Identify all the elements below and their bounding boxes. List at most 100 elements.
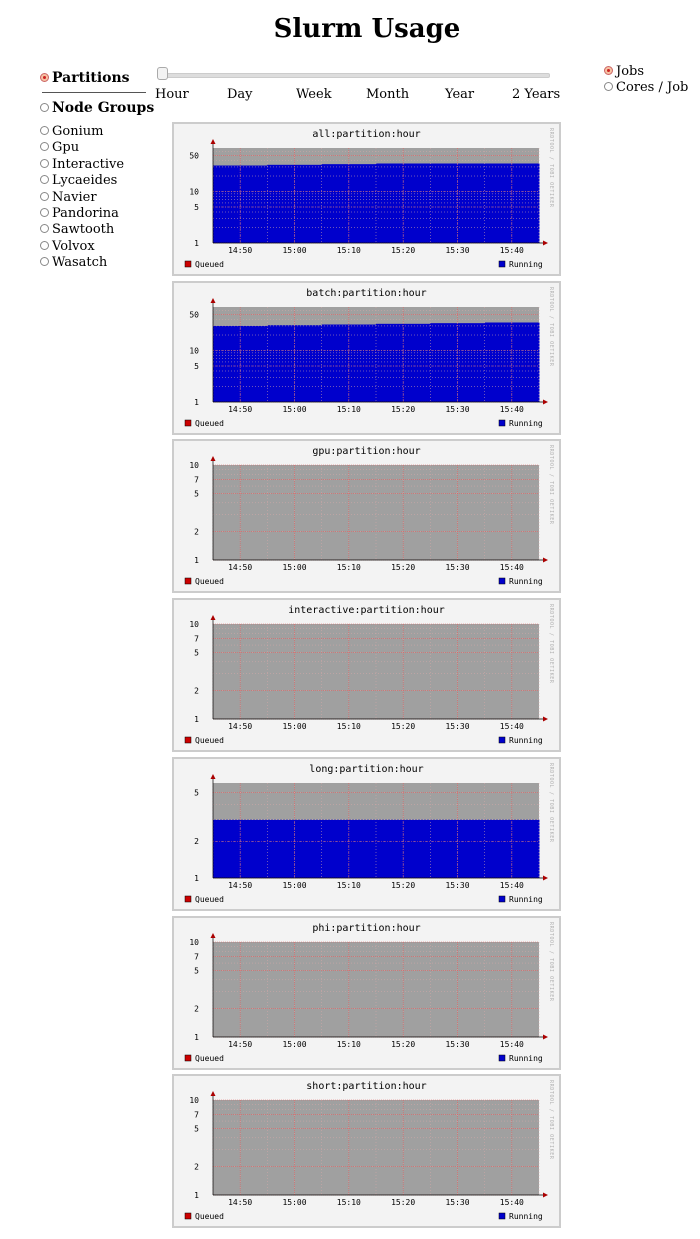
cores-per-job-radio[interactable]: Cores / Job [604, 80, 688, 95]
y-tick-label: 7 [194, 1111, 199, 1120]
y-tick-label: 10 [189, 188, 199, 197]
partitions-label: Partitions [52, 70, 130, 86]
chart-title: short:partition:hour [306, 1081, 426, 1092]
node-group-radio-icon[interactable] [40, 240, 49, 250]
y-tick-label: 1 [194, 398, 199, 407]
partitions-radio-icon[interactable] [40, 72, 49, 82]
y-tick-label: 5 [194, 490, 199, 499]
jobs-radio[interactable]: Jobs [604, 64, 644, 79]
y-tick-label: 7 [194, 952, 199, 961]
node-group-navier[interactable]: Navier [40, 190, 97, 205]
x-tick-label: 15:10 [337, 1040, 361, 1049]
y-tick-label: 2 [194, 1163, 199, 1172]
chart-plot-area [213, 1100, 539, 1196]
node-group-volvox[interactable]: Volvox [40, 239, 95, 254]
timeline-slider-handle[interactable] [157, 67, 168, 80]
x-tick-label: 15:20 [391, 246, 415, 255]
y-tick-label: 7 [194, 635, 199, 644]
chart-svg: phi:partition:hour 1 2 5 7 10 14:50 15:00 15:10 1… [184, 922, 554, 1063]
x-tick-label: 15:20 [391, 1040, 415, 1049]
legend-queued-label: Queued [195, 1054, 224, 1063]
x-tick-label: 15:20 [391, 405, 415, 414]
x-tick-label: 15:10 [337, 405, 361, 414]
x-axis-arrow-icon [543, 557, 548, 563]
timeline-option-day[interactable]: Day [227, 87, 253, 102]
y-axis-arrow-icon [210, 456, 216, 462]
running-area-segment [376, 163, 431, 243]
y-axis-arrow-icon [210, 139, 216, 144]
rrdtool-watermark: RRDTOOL / TOBI OETIKER [548, 604, 554, 684]
x-tick-label: 15:20 [391, 1198, 415, 1207]
node-group-radio-icon[interactable] [40, 142, 49, 152]
node-group-radio-icon[interactable] [40, 158, 49, 168]
node-group-interactive[interactable]: Interactive [40, 157, 124, 172]
chart-svg: long:partition:hour 1 2 5 14:50 15:00 15:10 15:… [184, 763, 554, 904]
y-tick-label: 7 [194, 476, 199, 485]
node-group-radio-icon[interactable] [40, 191, 49, 201]
node-group-radio-icon[interactable] [40, 257, 49, 267]
legend-running-label: Running [509, 260, 543, 269]
node-groups-radio-icon[interactable] [40, 102, 49, 112]
legend-running-swatch [498, 260, 506, 268]
x-tick-label: 14:50 [228, 246, 252, 255]
x-tick-label: 14:50 [228, 1040, 252, 1049]
x-tick-label: 15:30 [445, 1040, 469, 1049]
node-group-label: Pandorina [52, 206, 119, 221]
y-axis-arrow-icon [210, 1091, 216, 1097]
node-group-gpu[interactable]: Gpu [40, 140, 79, 155]
node-group-label: Wasatch [52, 255, 108, 271]
partitions-radio[interactable]: Partitions [40, 70, 130, 86]
y-tick-label: 1 [194, 1191, 199, 1200]
legend-queued-swatch [184, 419, 192, 426]
x-tick-label: 15:20 [391, 722, 415, 731]
chart-title: gpu:partition:hour [312, 446, 420, 457]
node-group-radio-icon[interactable] [40, 175, 49, 185]
y-tick-label: 1 [194, 1033, 199, 1042]
chart-svg: interactive:partition:hour 1 2 5 7 10 14:50 15:… [184, 604, 554, 745]
y-tick-label: 2 [194, 528, 199, 537]
y-tick-label: 2 [194, 1004, 199, 1013]
x-tick-label: 15:40 [500, 1198, 524, 1207]
x-tick-label: 15:00 [282, 405, 306, 414]
y-tick-label: 10 [189, 1096, 199, 1105]
x-tick-label: 15:30 [445, 722, 469, 731]
timeline-option-month[interactable]: Month [366, 87, 410, 102]
cores-per-job-label: Cores / Job [616, 80, 689, 95]
x-tick-label: 15:00 [282, 246, 306, 255]
timeline-option-hour[interactable]: Hour [155, 87, 189, 102]
y-tick-label: 5 [194, 788, 199, 797]
timeline-option-year[interactable]: Year [445, 87, 475, 102]
legend-running-label: Running [509, 736, 543, 745]
chart-plot-area [213, 624, 539, 720]
legend-running-swatch [498, 419, 506, 426]
x-tick-label: 15:10 [337, 881, 361, 890]
legend-queued-swatch [184, 895, 192, 903]
node-group-lycaeides[interactable]: Lycaeides [40, 173, 117, 188]
node-group-label: Volvox [52, 238, 95, 254]
node-group-pandorina[interactable]: Pandorina [40, 206, 119, 221]
page-title: Slurm Usage [273, 14, 461, 44]
jobs-radio-icon[interactable] [604, 66, 613, 75]
y-tick-label: 10 [189, 938, 199, 947]
timeline-option-2-years[interactable]: 2 Years [512, 87, 561, 102]
node-groups-radio[interactable]: Node Groups [40, 100, 154, 116]
node-group-gonium[interactable]: Gonium [40, 124, 103, 139]
y-tick-label: 10 [189, 620, 199, 629]
timeline-option-week[interactable]: Week [296, 87, 332, 102]
cores-per-job-radio-icon[interactable] [604, 82, 613, 91]
y-axis-arrow-icon [210, 773, 216, 779]
chart-title: all:partition:hour [312, 129, 420, 140]
node-group-radio-icon[interactable] [40, 126, 49, 135]
x-tick-label: 15:10 [337, 563, 361, 572]
node-group-label: Lycaeides [52, 173, 118, 189]
timeline-slider-track[interactable] [160, 73, 550, 78]
node-group-radio-icon[interactable] [40, 224, 49, 234]
node-group-sawtooth[interactable]: Sawtooth [40, 222, 114, 237]
legend-running-swatch [498, 578, 506, 585]
legend-running-label: Running [509, 1054, 543, 1063]
node-group-radio-icon[interactable] [40, 208, 49, 217]
node-group-wasatch[interactable]: Wasatch [40, 255, 107, 270]
rrdtool-watermark: RRDTOOL / TOBI OETIKER [548, 922, 554, 1002]
legend-running-label: Running [509, 1212, 543, 1221]
x-tick-label: 14:50 [228, 563, 252, 572]
